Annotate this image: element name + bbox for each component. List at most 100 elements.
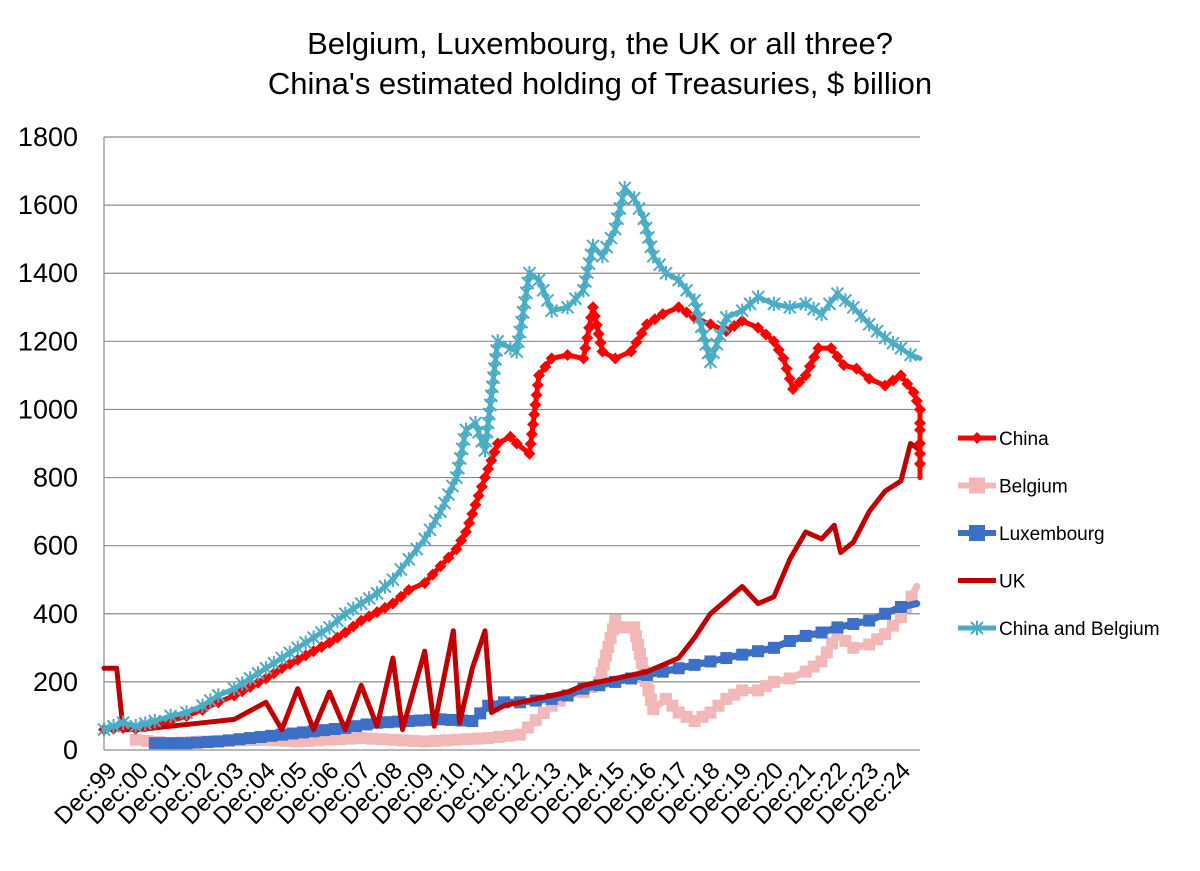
series-marker [647, 703, 660, 716]
series-marker [354, 596, 368, 611]
series-marker [233, 733, 246, 746]
y-tick-label: 0 [63, 735, 78, 765]
series-marker [275, 650, 289, 666]
series-marker [760, 328, 773, 341]
series-marker [618, 621, 631, 634]
series-marker [545, 352, 558, 365]
series-marker [581, 331, 594, 344]
series-marker [169, 737, 182, 750]
series-marker [815, 655, 828, 668]
series-marker [806, 301, 821, 317]
series-marker [879, 607, 892, 620]
series-marker [323, 636, 336, 649]
series-marker [694, 319, 709, 334]
series-marker [894, 611, 907, 624]
series-marker [687, 293, 702, 308]
series-marker [696, 328, 711, 343]
series-marker [365, 732, 378, 745]
series-marker [445, 713, 458, 726]
series-marker [783, 635, 796, 648]
legend-item-china: China [958, 429, 1049, 450]
y-tick-label: 1400 [18, 258, 78, 288]
series-marker [129, 718, 143, 734]
series-marker [894, 340, 908, 356]
series-marker [894, 600, 907, 613]
series-marker [539, 360, 552, 373]
series-marker [402, 583, 415, 596]
series-marker [347, 620, 360, 633]
chart-title: Belgium, Luxembourg, the UK or all three… [268, 26, 932, 101]
series-marker [328, 722, 341, 735]
series-marker [531, 379, 544, 392]
series-lines [97, 180, 926, 750]
series-marker [863, 614, 876, 627]
legend-item-china-and-belgium: China and Belgium [958, 619, 1160, 640]
series-marker [522, 266, 537, 281]
series-marker [736, 648, 749, 661]
series-marker [777, 352, 790, 365]
series-marker [847, 617, 860, 630]
series-marker [466, 507, 479, 520]
series-marker [914, 423, 926, 436]
series-marker [635, 327, 648, 340]
series-marker [418, 735, 431, 748]
series-marker [159, 737, 172, 750]
legend-label: Luxembourg [999, 524, 1105, 545]
series-marker [704, 655, 717, 668]
series-marker [410, 541, 424, 557]
series-marker [719, 310, 734, 325]
series-marker [886, 335, 900, 351]
series-marker [363, 610, 376, 623]
series-marker [286, 727, 299, 740]
series-marker [163, 708, 178, 724]
series-marker [244, 680, 257, 693]
series-marker [831, 350, 844, 363]
series-marker [783, 672, 796, 685]
series-marker [640, 318, 653, 331]
legend-item-belgium: Belgium [958, 477, 1068, 498]
series-marker [362, 591, 376, 606]
series-marker [608, 221, 622, 237]
legend-label: China [999, 429, 1049, 450]
series-marker [235, 676, 249, 691]
series-marker [491, 334, 505, 349]
series-marker [652, 257, 667, 272]
series-marker [798, 296, 813, 312]
series-marker [450, 733, 463, 746]
series-marker [472, 489, 485, 502]
series-marker [786, 383, 799, 396]
legend-label: Belgium [999, 477, 1068, 498]
series-marker [803, 360, 816, 373]
series-marker [259, 661, 273, 676]
series-marker [251, 676, 264, 689]
series-marker [426, 568, 439, 581]
series-marker [596, 345, 609, 358]
series-marker [812, 342, 825, 355]
series-marker [275, 662, 288, 675]
series-marker [752, 321, 765, 334]
series-uk [101, 441, 923, 733]
series-marker [528, 408, 541, 421]
legend-label: UK [999, 572, 1026, 593]
series-marker [148, 713, 162, 729]
series-marker [442, 551, 455, 564]
series-marker [267, 667, 280, 680]
series-marker [680, 306, 693, 319]
series-marker [532, 369, 545, 382]
series-marker [609, 352, 622, 365]
series-marker [106, 718, 121, 734]
series-marker [646, 248, 660, 264]
series-marker [394, 590, 407, 603]
series-marker [672, 662, 685, 675]
series-marker [586, 301, 599, 314]
series-marker [408, 734, 421, 747]
series-marker [577, 352, 590, 365]
y-tick-label: 800 [33, 463, 78, 493]
series-marker [544, 303, 559, 318]
series-marker [475, 480, 488, 493]
series-marker [402, 552, 416, 567]
y-tick-label: 1200 [18, 326, 78, 356]
series-marker [471, 732, 484, 745]
series-marker [688, 658, 701, 671]
